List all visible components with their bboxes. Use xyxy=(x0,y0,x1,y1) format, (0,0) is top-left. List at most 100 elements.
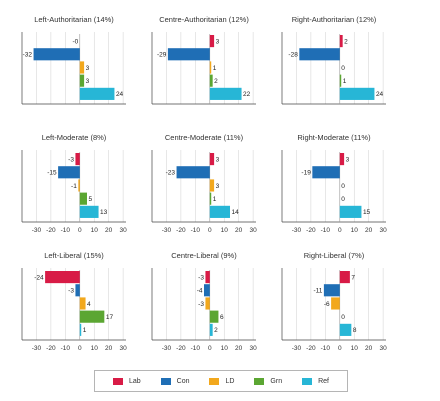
bar-ld xyxy=(209,61,212,74)
data-label-ld: -3 xyxy=(198,301,204,308)
x-tick-label: 0 xyxy=(208,345,212,352)
panel-title: Centre-Authoritarian (12%) xyxy=(159,15,249,24)
data-label-grn: 3 xyxy=(86,78,90,85)
data-label-lab: 3 xyxy=(216,156,220,163)
x-tick-label: 30 xyxy=(119,227,127,234)
legend: Lab Con LD Grn Ref xyxy=(94,370,348,392)
panel-centre-moderate-11: Centre-Moderate (11%) -30 -20 -10 0 10 20 30 3 -2… xyxy=(151,133,257,234)
bar-lab xyxy=(339,271,350,284)
legend-item-lab: Lab xyxy=(112,377,141,385)
bar-ref xyxy=(209,87,242,100)
x-tick-label: -30 xyxy=(292,345,302,352)
bar-lab xyxy=(45,271,80,284)
bar-lab xyxy=(205,271,210,284)
bar-lab xyxy=(209,35,215,48)
x-tick-label: 20 xyxy=(235,345,243,352)
bar-ld xyxy=(78,179,80,192)
legend-label-grn: Grn xyxy=(270,377,283,385)
legend-item-con: Con xyxy=(160,377,190,385)
data-label-ref: 8 xyxy=(353,327,357,334)
panel-left-authoritarian-14: Left-Authoritarian (14%) -0 -32 3 3 24 xyxy=(21,15,126,105)
x-tick-label: -10 xyxy=(321,227,331,234)
data-label-grn: 1 xyxy=(213,196,217,203)
data-label-grn: 2 xyxy=(214,78,218,85)
bar-grn xyxy=(209,310,219,323)
panel-title: Right-Moderate (11%) xyxy=(297,133,371,142)
x-tick-label: 10 xyxy=(221,227,229,234)
data-label-ld: -6 xyxy=(324,301,330,308)
x-tick-label: 20 xyxy=(235,227,243,234)
x-tick-label: 0 xyxy=(338,345,342,352)
panel-title: Left-Authoritarian (14%) xyxy=(34,15,114,24)
bar-grn xyxy=(79,310,105,323)
data-label-lab: -3 xyxy=(68,156,74,163)
bar-grn xyxy=(209,192,212,205)
x-tick-label: -20 xyxy=(176,345,186,352)
x-tick-label: 20 xyxy=(105,227,113,234)
legend-swatch-ref xyxy=(302,377,313,385)
legend-label-ref: Ref xyxy=(318,377,329,385)
data-label-con: -15 xyxy=(47,170,57,177)
bar-con xyxy=(312,166,340,179)
bar-ld xyxy=(331,297,340,310)
bar-con xyxy=(58,166,80,179)
data-label-ref: 24 xyxy=(376,91,384,98)
bar-ld xyxy=(209,179,215,192)
bar-ref xyxy=(209,205,230,218)
data-label-lab: -24 xyxy=(34,274,44,281)
x-tick-label: 30 xyxy=(249,227,257,234)
data-label-ref: 13 xyxy=(100,209,108,216)
x-tick-label: -30 xyxy=(32,227,42,234)
x-tick-label: -20 xyxy=(306,345,316,352)
bar-con xyxy=(33,48,80,61)
bar-ref xyxy=(209,323,213,336)
panel-right-moderate-11: Right-Moderate (11%) -30 -20 -10 0 10 20 30 3 -19… xyxy=(281,133,387,234)
data-label-lab: -0 xyxy=(72,38,78,45)
chart-figure: Left-Authoritarian (14%) -0 -3 2 3 3 24 Centre-… xyxy=(21,15,387,352)
data-label-grn: 0 xyxy=(341,314,345,321)
x-tick-label: 20 xyxy=(365,345,373,352)
bar-ref xyxy=(79,205,99,218)
panel-left-moderate-8: Left-Moderate (8%)-30 -20 -10 0 10 20 30-3-15-… xyxy=(21,133,127,234)
x-tick-label: -30 xyxy=(292,227,302,234)
x-tick-label: -10 xyxy=(61,227,71,234)
data-label-lab: 3 xyxy=(346,156,350,163)
x-tick-label: -10 xyxy=(191,227,201,234)
x-tick-label: 0 xyxy=(78,227,82,234)
legend-swatch-grn xyxy=(254,377,265,385)
bar-ref xyxy=(339,205,362,218)
bar-grn xyxy=(209,74,213,87)
x-tick-label: 10 xyxy=(91,227,99,234)
data-label-con: -19 xyxy=(301,170,311,177)
bar-con xyxy=(299,48,340,61)
panel-title: Left-Moderate (8%) xyxy=(42,133,107,142)
data-label-lab: 2 xyxy=(344,38,348,45)
data-label-con: -28 xyxy=(288,52,298,59)
bar-con xyxy=(167,48,210,61)
data-label-lab: -3 xyxy=(198,274,204,281)
x-tick-label: -30 xyxy=(162,345,172,352)
legend-swatch-ld xyxy=(209,377,220,385)
data-label-lab: 7 xyxy=(351,274,355,281)
data-label-grn: 1 xyxy=(343,78,347,85)
x-tick-label: 30 xyxy=(379,227,387,234)
data-label-ref: 24 xyxy=(116,91,124,98)
bar-con xyxy=(176,166,210,179)
x-tick-label: 10 xyxy=(221,345,229,352)
panel-title: Right-Authoritarian (12%) xyxy=(292,15,377,24)
legend-item-ref: Ref xyxy=(302,377,329,385)
panel-right-liberal-7: Right-Liberal (7%) -30 -20 -10 0 10 20 30 7 -11-6… xyxy=(281,251,387,352)
bar-ref xyxy=(79,87,115,100)
x-tick-label: -10 xyxy=(321,345,331,352)
data-label-ld: 1 xyxy=(213,65,217,72)
data-label-ld: 3 xyxy=(86,65,90,72)
bar-con xyxy=(204,284,210,297)
data-label-con: -4 xyxy=(197,288,203,295)
bar-con xyxy=(323,284,340,297)
x-tick-label: 30 xyxy=(249,345,257,352)
data-label-ref: 15 xyxy=(363,209,371,216)
x-tick-label: -30 xyxy=(162,227,172,234)
data-label-con: -23 xyxy=(166,170,176,177)
legend-item-ld: LD xyxy=(209,377,234,385)
